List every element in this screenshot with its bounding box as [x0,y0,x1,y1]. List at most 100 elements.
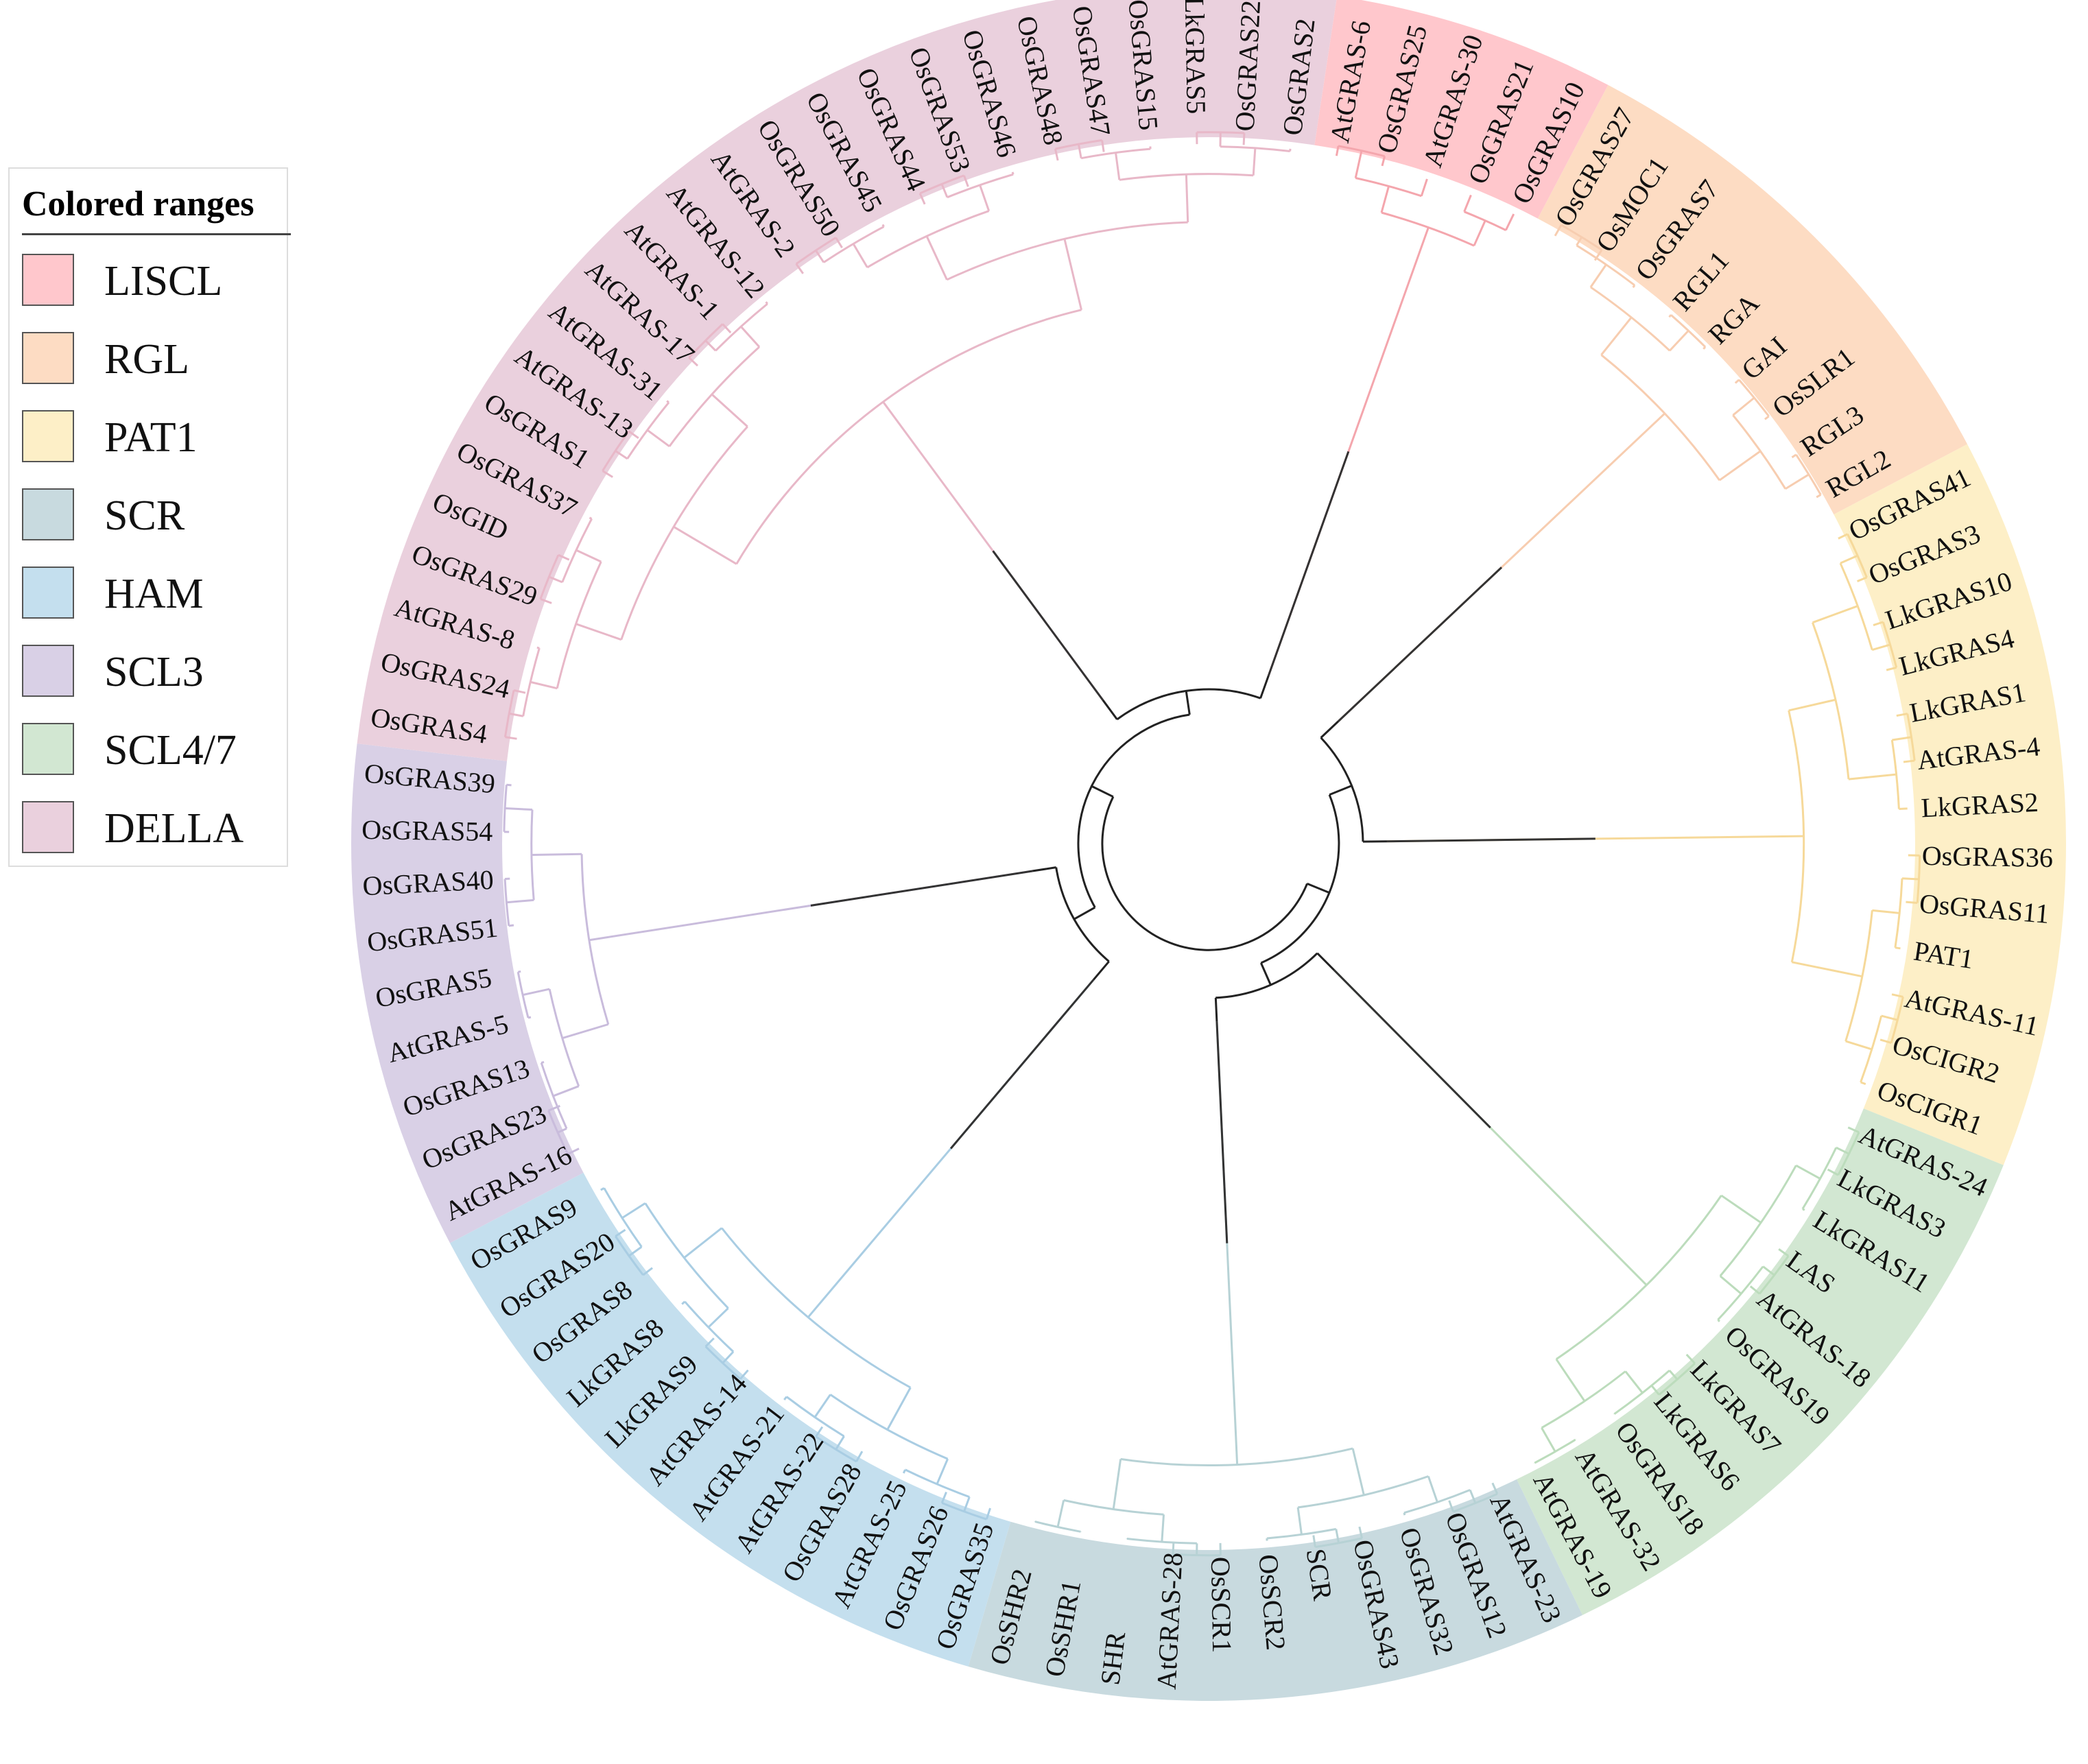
backbone-radial [1316,952,1336,971]
branch-radial [855,1451,864,1462]
branch-radial [1011,171,1015,175]
branch-radial [1685,1353,1696,1364]
leaf-label: LkGRAS2 [1921,787,2039,824]
branch-radial [530,680,558,690]
branch-radial [1335,145,1340,156]
leaf-label: OsSCR1 [1205,1557,1237,1654]
branch-arc [530,809,535,901]
branch-radial [1491,1482,1499,1494]
branch-arc [556,561,602,689]
legend-swatch-scr [22,488,74,540]
backbone-radial [1073,906,1096,920]
branch-arc [1555,1195,1722,1360]
branch-radial [1420,178,1428,197]
clade-branches-pat1 [1386,533,1921,1086]
branch-radial [1762,1265,1775,1276]
branch-radial [628,1245,643,1257]
leaf-label: OsGRAS54 [361,814,493,847]
branch-arc [1381,211,1475,247]
branch-radial [1718,450,1761,481]
clade-branches-liscl [1267,145,1515,676]
backbone-radial [1307,883,1330,894]
branch-radial [600,1187,605,1191]
branch-arc [1590,286,1671,352]
branch-radial [1351,1448,1365,1496]
branch-arc [561,518,593,583]
clade-stem-core [992,550,1104,701]
branch-radial [1881,1014,1898,1021]
branch-arc [1844,910,1873,1042]
branch-arc [1658,1362,1696,1396]
branch-radial [548,575,563,584]
branch-radial [1668,314,1672,318]
branch-radial [815,1426,824,1438]
branch-arc [1561,224,1603,251]
branch-radial [1381,156,1386,167]
branch-radial [963,1497,971,1512]
legend-item-scl4-7: SCL4/7 [22,723,283,778]
branch-radial [1720,1194,1761,1224]
backbone-arc [1320,737,1364,842]
branch-radial [1354,150,1363,178]
branch-radial [1719,1275,1742,1295]
branch-radial [1795,1165,1821,1180]
branch-arc [517,971,530,1018]
legend-label-della: DELLA [104,805,244,852]
branch-arc [503,690,515,737]
branch-arc [1837,1132,1860,1176]
branch-arc [1916,855,1921,903]
backbone-radial [1320,720,1340,739]
leaf-label: OsGRAS22 [1229,0,1267,132]
legend-item-della: DELLA [22,801,283,856]
branch-radial [1903,759,1915,763]
branch-radial [1778,1248,1790,1257]
branch-radial [1624,1370,1644,1394]
branch-radial [1054,148,1059,161]
branch-radial [940,183,949,198]
branch-radial [1161,1514,1165,1542]
tree-branches [503,131,1921,1557]
branch-radial [673,525,737,565]
branch-arc [626,401,670,460]
legend-item-liscl: LISCL [22,254,283,309]
branch-radial [918,193,926,205]
branch-radial [1749,1285,1761,1295]
branch-radial [1252,147,1257,176]
branch-radial [589,516,593,520]
backbone-radial [1329,785,1353,796]
branch-radial [722,323,732,334]
branch-arc [1847,534,1868,578]
branch-arc [1315,1537,1362,1549]
clade-branches-rgl [1338,224,1822,722]
clade-band-ham [449,1172,1011,1667]
clade-sectors [351,0,2066,1701]
branch-radial [852,243,868,268]
branch-radial [683,1227,723,1259]
branch-radial [940,1492,947,1503]
branch-radial [925,235,948,281]
branch-radial [615,1228,626,1237]
branch-arc [785,1396,845,1438]
branch-radial [1857,576,1868,582]
branch-radial [979,184,990,212]
branch-radial [688,357,699,367]
branch-radial [576,549,602,563]
clade-band-pat1 [1834,444,2066,1165]
branch-radial [1115,152,1121,180]
branch-arc [1860,1015,1883,1083]
branch-radial [1848,773,1897,780]
branch-arc [668,346,761,447]
branch-radial [540,598,552,604]
branch-arc [1220,145,1290,152]
branch-radial [1463,194,1472,213]
branch-radial [815,250,825,263]
branch-radial [1891,993,1903,998]
branch-radial [1576,236,1583,246]
branch-radial [704,339,717,352]
branch-radial [1892,736,1912,741]
legend-label-rgl: RGL [104,336,189,383]
clade-stem-core [810,870,1033,907]
clade-stem-core [1215,1021,1229,1243]
branch-arc [540,1062,568,1130]
branch-radial [985,1507,991,1520]
